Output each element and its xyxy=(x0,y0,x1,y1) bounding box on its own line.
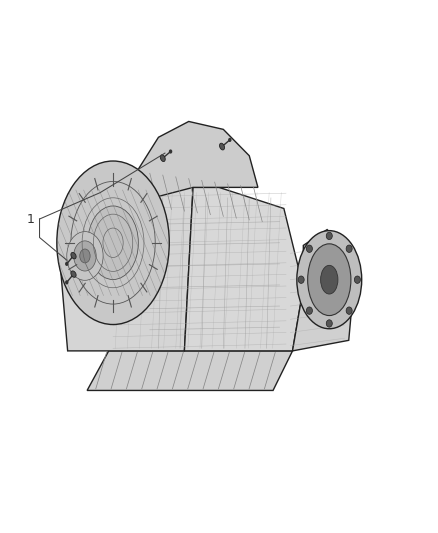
Text: 1: 1 xyxy=(27,213,35,225)
Ellipse shape xyxy=(71,253,76,259)
Ellipse shape xyxy=(219,143,225,150)
Circle shape xyxy=(326,320,332,327)
Ellipse shape xyxy=(321,265,338,294)
Polygon shape xyxy=(184,188,304,351)
Ellipse shape xyxy=(57,161,169,325)
Circle shape xyxy=(346,245,352,253)
Ellipse shape xyxy=(80,249,90,263)
Ellipse shape xyxy=(71,271,76,277)
Polygon shape xyxy=(59,182,193,351)
Circle shape xyxy=(326,232,332,240)
Polygon shape xyxy=(87,351,293,391)
Ellipse shape xyxy=(160,155,165,161)
Circle shape xyxy=(306,307,312,314)
Ellipse shape xyxy=(297,231,362,329)
Circle shape xyxy=(346,307,352,314)
Circle shape xyxy=(169,149,172,154)
Circle shape xyxy=(228,138,232,142)
Ellipse shape xyxy=(307,244,351,316)
Polygon shape xyxy=(293,230,353,351)
Polygon shape xyxy=(133,122,258,203)
Ellipse shape xyxy=(74,241,96,271)
Circle shape xyxy=(306,245,312,253)
Circle shape xyxy=(65,280,68,285)
Ellipse shape xyxy=(88,206,138,279)
Ellipse shape xyxy=(67,231,103,280)
Circle shape xyxy=(65,262,68,266)
Circle shape xyxy=(298,276,304,284)
Circle shape xyxy=(354,276,360,284)
